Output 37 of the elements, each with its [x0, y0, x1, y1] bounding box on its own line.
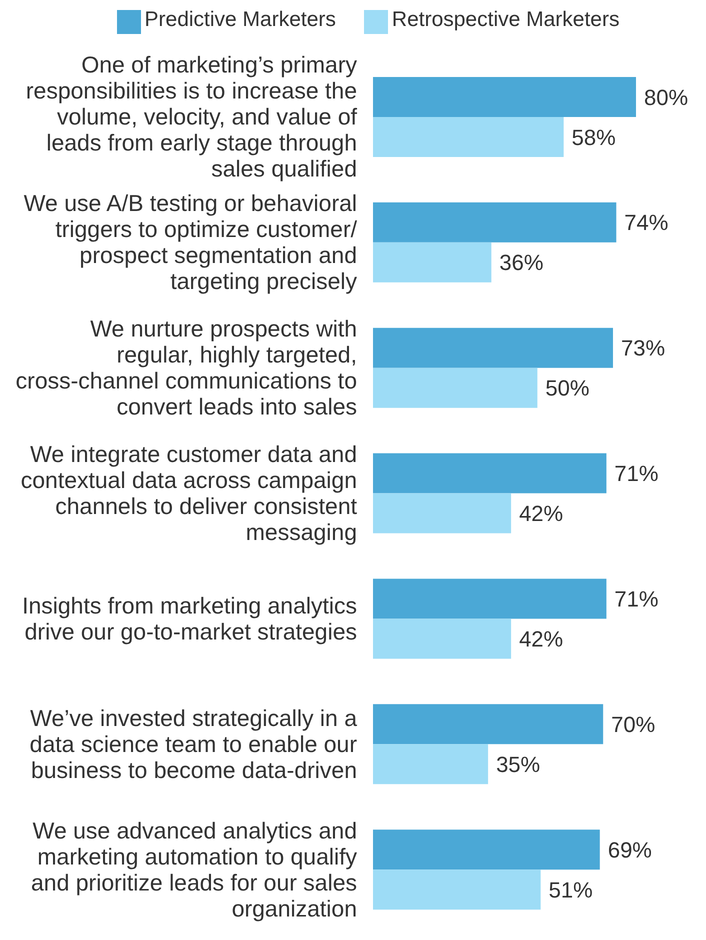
- bar: [373, 578, 606, 619]
- bar: [373, 202, 616, 242]
- data-label: 69%: [608, 837, 652, 862]
- y-tick-label: We integrate customer data and contextual data across campaign channels to deliver consistent messaging: [20, 441, 358, 545]
- bar: [373, 328, 613, 368]
- data-label: 70%: [611, 712, 656, 737]
- bar: [373, 618, 512, 659]
- y-tick-label: We nurture prospects with regular, highly targeted, cross-channel communications to convert leads into sales: [16, 316, 357, 420]
- bar: [373, 77, 636, 117]
- data-label: 35%: [496, 752, 540, 777]
- data-label: 71%: [614, 461, 658, 486]
- bar: [373, 870, 541, 910]
- data-label: 51%: [548, 877, 593, 902]
- data-label: 58%: [572, 124, 616, 150]
- data-label: 73%: [620, 336, 666, 361]
- bar: [373, 493, 512, 534]
- legend-label: Retrospective Marketers: [392, 8, 620, 31]
- bar: [373, 242, 492, 282]
- bar: [373, 368, 538, 408]
- y-tick-label: We use advanced analytics and marketing automation to qualify and prioritize leads for our sales organization: [31, 817, 358, 922]
- data-label: 71%: [614, 586, 658, 612]
- y-tick-label: We’ve invested strategically in a data science team to enable our business to become data-driven: [30, 704, 358, 783]
- bar: [373, 453, 606, 494]
- data-label: 36%: [499, 250, 544, 276]
- data-label: 74%: [624, 210, 668, 236]
- data-label: 50%: [545, 376, 590, 401]
- bar: [373, 117, 564, 157]
- legend-label: Predictive Marketers: [144, 8, 336, 31]
- data-label: 80%: [644, 84, 688, 110]
- y-tick-label: One of marketing’s primary responsibilities is to increase the volume, velocity, and value of leads from early stage through sales qualified: [26, 52, 358, 182]
- y-tick-label: We use A/B testing or behavioral triggers to optimize customer/ prospect segmentation and targeting precisely: [24, 190, 358, 294]
- data-label: 42%: [519, 626, 564, 652]
- bar: [373, 744, 488, 784]
- bar: [373, 830, 600, 870]
- y-tick-label: Insights from marketing analytics drive our go-to-market strategies: [22, 592, 357, 644]
- data-label: 42%: [519, 501, 564, 526]
- bar: [373, 704, 604, 744]
